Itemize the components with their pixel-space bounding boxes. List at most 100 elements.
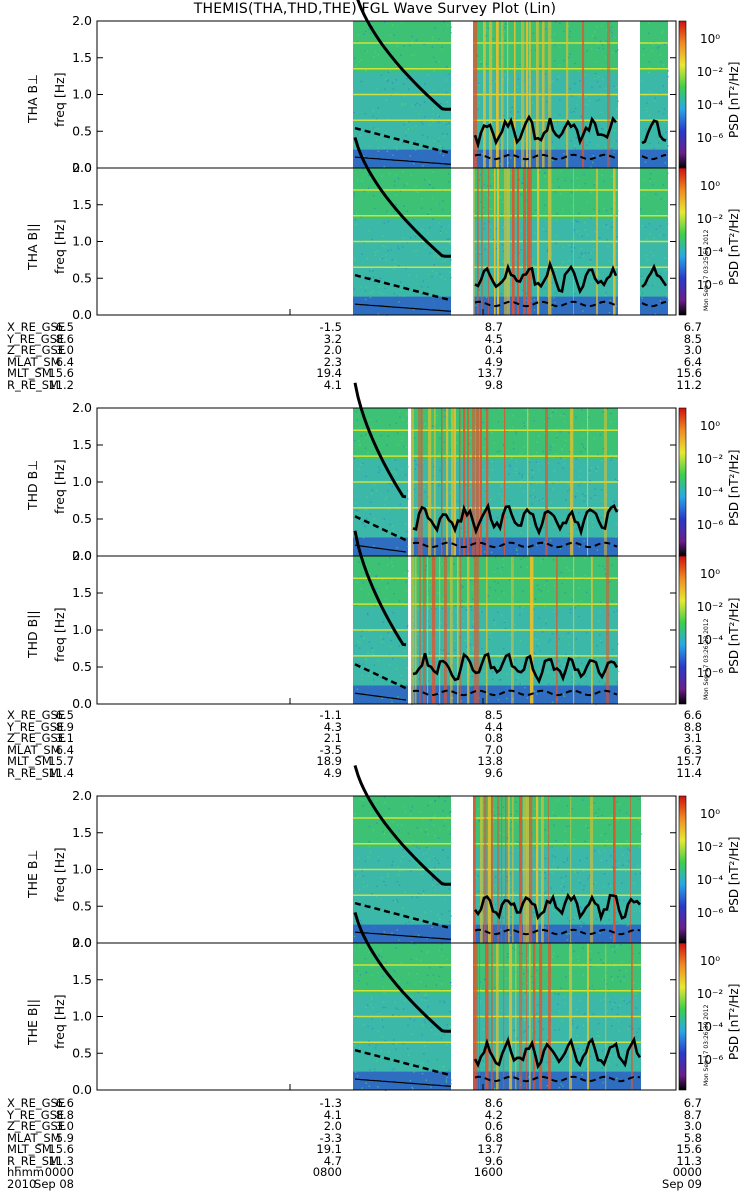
y-tick-label: 0.5 bbox=[72, 898, 92, 913]
ephemeris-value: 8.5 bbox=[484, 708, 503, 722]
fce-curve bbox=[353, 911, 451, 1033]
y-tick-label: 2.0 bbox=[72, 13, 92, 28]
ephemeris-label: Y_RE_GSE bbox=[7, 1107, 65, 1122]
y-tick-label: 0.0 bbox=[72, 307, 92, 322]
ephemeris-value: 4.1 bbox=[323, 1107, 342, 1122]
ephemeris-value: 13.7 bbox=[477, 366, 503, 380]
ephemeris-label: X_RE_GSE bbox=[7, 320, 66, 334]
y-tick-label: 1.0 bbox=[72, 622, 92, 637]
ephemeris-value: 11.4 bbox=[48, 765, 74, 780]
ephemeris-value: 15.7 bbox=[676, 754, 702, 768]
colorbar bbox=[678, 795, 687, 944]
colorbar-label: PSD [nT²/Hz] bbox=[727, 449, 741, 526]
fce-curve bbox=[473, 114, 617, 150]
ephemeris-value: 0800 bbox=[312, 1165, 342, 1179]
ephemeris-value: 3.1 bbox=[55, 731, 74, 745]
y-tick-label: 1.5 bbox=[72, 825, 92, 840]
ephemeris-value: 15.6 bbox=[676, 1142, 702, 1156]
ephemeris-label: MLAT_SM bbox=[7, 354, 61, 369]
colorbar-tick-label: 10⁻⁶ bbox=[697, 278, 724, 292]
y-tick-label: 1.5 bbox=[72, 437, 92, 452]
ephemeris-value: 0.6 bbox=[484, 1119, 503, 1133]
ephemeris-value: 13.7 bbox=[477, 1142, 503, 1156]
panel-title: THA B|| bbox=[25, 222, 40, 270]
colorbar-tick-label: 10⁻⁶ bbox=[697, 518, 724, 532]
fce-tenth-curve bbox=[354, 1078, 452, 1087]
y-tick-label: 1.5 bbox=[72, 585, 92, 600]
y-axis-label: freq [Hz] bbox=[52, 993, 67, 1049]
fce-curve bbox=[641, 263, 668, 288]
ephemeris-value: 6.5 bbox=[55, 708, 74, 722]
ephemeris-value: 0000 bbox=[44, 1165, 74, 1179]
ephemeris-value: 11.4 bbox=[676, 765, 702, 780]
colorbar bbox=[678, 167, 687, 316]
fce-curve bbox=[353, 382, 407, 499]
panel-title: THD B|| bbox=[25, 610, 40, 658]
ephemeris-value: 6.8 bbox=[484, 1130, 503, 1145]
ephemeris-label: R_RE_SM bbox=[7, 1153, 59, 1168]
ephemeris-value: 4.4 bbox=[484, 719, 503, 734]
colorbar-tick-label: 10⁻⁶ bbox=[697, 666, 724, 680]
ephemeris-value: 3.2 bbox=[323, 331, 342, 346]
ephemeris-label: Y_RE_GSE bbox=[7, 331, 65, 346]
ephemeris-value: 8.8 bbox=[683, 719, 702, 734]
half-fce-curve bbox=[641, 153, 667, 161]
ephemeris-value: 9.6 bbox=[484, 765, 503, 780]
colorbar-tick-label: 10⁻⁶ bbox=[697, 906, 724, 920]
colorbar-tick-label: 10⁻² bbox=[697, 987, 724, 1001]
fce-tenth-curve bbox=[354, 303, 452, 312]
colorbar bbox=[678, 555, 687, 705]
spectrogram-thdb-perp: 2.0 1.5 1.0 0.5 0.0 10⁰ 10⁻² 10⁻⁴ 10⁻⁶ bbox=[72, 382, 724, 563]
y-tick-label: 2.0 bbox=[72, 548, 92, 563]
half-fce-curve bbox=[474, 300, 617, 308]
ephemeris-value: 4.1 bbox=[323, 377, 342, 392]
ephemeris-value: 8.7 bbox=[484, 320, 503, 334]
colorbar bbox=[678, 942, 687, 1091]
ephemeris-value: 1600 bbox=[473, 1165, 503, 1179]
ephemeris-label: MLT_SM bbox=[7, 754, 52, 768]
ephemeris-value: 2.3 bbox=[323, 354, 342, 369]
colorbar-tick-label: 10⁻² bbox=[697, 212, 724, 226]
ephemeris-label: R_RE_SM bbox=[7, 765, 59, 780]
y-tick-label: 2.0 bbox=[72, 160, 92, 175]
y-tick-label: 1.0 bbox=[72, 87, 92, 102]
colorbar-tick-label: 10⁻⁴ bbox=[697, 245, 724, 259]
half-fce-curve bbox=[354, 901, 452, 930]
colorbar-tick-label: 10⁻² bbox=[697, 600, 724, 614]
ephemeris-value: 11.2 bbox=[48, 377, 74, 392]
y-axis-label: freq [Hz] bbox=[52, 218, 67, 274]
fce-curve bbox=[356, 0, 451, 111]
colorbar bbox=[678, 20, 687, 169]
panel-title: THE B⊥ bbox=[25, 849, 40, 898]
ephemeris-label: Z_RE_GSE bbox=[7, 731, 66, 745]
ephemeris-value: 6.4 bbox=[55, 742, 74, 757]
ephemeris-value: 6.3 bbox=[683, 742, 702, 757]
colorbar-tick-label: 10⁻² bbox=[697, 65, 724, 79]
ephemeris-value: 2.0 bbox=[323, 343, 342, 357]
y-tick-label: 0.0 bbox=[72, 548, 92, 563]
colorbar-tick-label: 10⁻⁴ bbox=[697, 98, 724, 112]
panel-title: THA B⊥ bbox=[25, 73, 40, 123]
fce-curve bbox=[412, 652, 619, 685]
ephemeris-value: 15.6 bbox=[48, 366, 74, 380]
ephemeris-label: Y_RE_GSE bbox=[7, 719, 65, 734]
ephemeris-value: 4.9 bbox=[323, 765, 342, 780]
ephemeris-value: 6.6 bbox=[683, 708, 702, 722]
y-tick-label: 2.0 bbox=[72, 400, 92, 415]
colorbar-tick-label: 10⁻⁶ bbox=[697, 1053, 724, 1067]
ephemeris-value: -1.3 bbox=[319, 1096, 342, 1110]
ephemeris-value: 0.8 bbox=[484, 731, 503, 745]
colorbar-label: PSD [nT²/Hz] bbox=[727, 61, 741, 138]
fce-curve bbox=[353, 136, 451, 258]
colorbar-tick-label: 10⁰ bbox=[700, 807, 720, 821]
y-tick-label: 1.5 bbox=[72, 50, 92, 65]
ephemeris-value: 3.0 bbox=[55, 1119, 74, 1133]
ephemeris-value: 6.4 bbox=[683, 354, 702, 369]
fce-curve bbox=[473, 1036, 642, 1070]
ephemeris-label: MLAT_SM bbox=[7, 742, 61, 757]
ephemeris-label: 2010 bbox=[7, 1176, 37, 1191]
fce-curve bbox=[641, 119, 667, 145]
y-tick-label: 0.0 bbox=[72, 696, 92, 711]
y-tick-label: 1.0 bbox=[72, 474, 92, 489]
